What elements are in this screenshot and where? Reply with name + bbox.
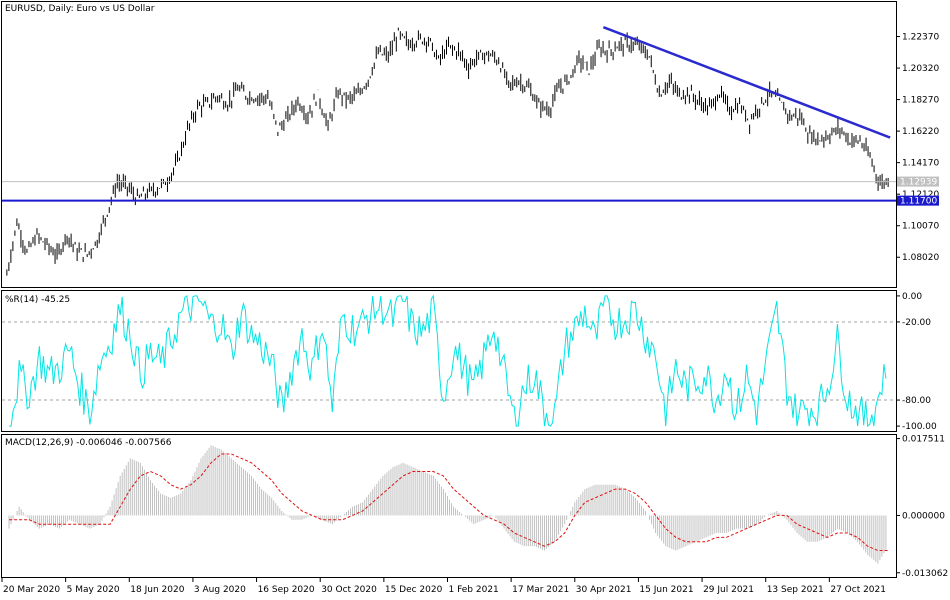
time-tick-label: 15 Dec 2020 bbox=[385, 585, 443, 595]
wpr-axis-tick-label: -80.00 bbox=[902, 396, 931, 406]
macd-axis-tick-label: 0.017511 bbox=[902, 435, 945, 445]
macd-pane-frame bbox=[1, 434, 897, 578]
macd-axis-tick-label: 0.000000 bbox=[902, 511, 945, 521]
price-axis-tick-label: 1.18270 bbox=[902, 96, 939, 106]
time-tick-label: 15 Jun 2021 bbox=[639, 585, 693, 595]
price-axis-tick-label: 1.08020 bbox=[902, 253, 939, 263]
macd-pane-title: MACD(12,26,9) -0.006046 -0.007566 bbox=[5, 438, 172, 448]
wpr-axis-tick-label: -100.00 bbox=[902, 422, 937, 432]
time-tick-label: 20 Mar 2020 bbox=[3, 585, 60, 595]
wpr-axis-tick-label: -20.00 bbox=[902, 318, 931, 328]
macd-signal bbox=[9, 453, 888, 551]
price-pane-title: EURUSD, Daily: Euro vs US Dollar bbox=[5, 4, 155, 14]
time-tick-label: 18 Jun 2020 bbox=[130, 585, 184, 595]
time-tick-label: 16 Sep 2020 bbox=[258, 585, 315, 595]
time-tick-label: 27 Oct 2021 bbox=[830, 585, 886, 595]
price-axis-tick-label: 1.10070 bbox=[902, 222, 939, 232]
price-axis-tick-label: 1.12120 bbox=[902, 190, 939, 200]
wpr-line bbox=[9, 294, 887, 428]
time-tick-label: 3 Aug 2020 bbox=[194, 585, 246, 595]
time-tick-label: 13 Sep 2021 bbox=[767, 585, 824, 595]
price-level-label: 1.12939 bbox=[900, 178, 937, 188]
time-tick-label: 29 Jul 2021 bbox=[703, 585, 754, 595]
price-axis-tick-label: 1.16220 bbox=[902, 127, 939, 137]
price-series bbox=[6, 27, 889, 276]
time-axis: 20 Mar 2020 5 May 2020 18 Jun 2020 3 Aug 20… bbox=[1, 578, 886, 595]
price-level-label: 1.11700 bbox=[900, 197, 937, 207]
wpr-axis: 0.00 -20.00 -80.00 -100.00 bbox=[896, 292, 937, 432]
wpr-pane-title: %R(14) -45.25 bbox=[5, 295, 70, 305]
wpr-pane-frame bbox=[1, 290, 897, 432]
time-tick-label: 1 Feb 2021 bbox=[449, 585, 499, 595]
price-axis: 1.22370 1.20320 1.18270 1.16220 1.14170 1.121… bbox=[896, 33, 939, 263]
time-tick-label: 5 May 2020 bbox=[67, 585, 120, 595]
price-axis-tick-label: 1.14170 bbox=[902, 159, 939, 169]
time-tick-label: 30 Apr 2021 bbox=[576, 585, 632, 595]
price-axis-tick-label: 1.20320 bbox=[902, 64, 939, 74]
wpr-axis-tick-label: 0.00 bbox=[902, 292, 922, 302]
time-tick-label: 17 Mar 2021 bbox=[512, 585, 569, 595]
price-lines: 1.12939 1.11700 bbox=[2, 25, 939, 207]
time-tick-label: 30 Oct 2020 bbox=[321, 585, 377, 595]
macd-axis-tick-label: -0.013062 bbox=[902, 569, 948, 579]
price-level-tag bbox=[897, 176, 939, 187]
trendline bbox=[602, 25, 891, 139]
macd-axis: 0.017511 0.000000 -0.013062 bbox=[896, 435, 948, 579]
wpr-series bbox=[9, 294, 887, 428]
price-level-tag bbox=[897, 195, 939, 206]
wpr-levels bbox=[2, 321, 896, 401]
price-pane-frame bbox=[1, 1, 897, 288]
macd-histogram bbox=[8, 445, 887, 564]
price-axis-tick-label: 1.22370 bbox=[902, 33, 939, 43]
macd-signal-line bbox=[9, 453, 888, 551]
